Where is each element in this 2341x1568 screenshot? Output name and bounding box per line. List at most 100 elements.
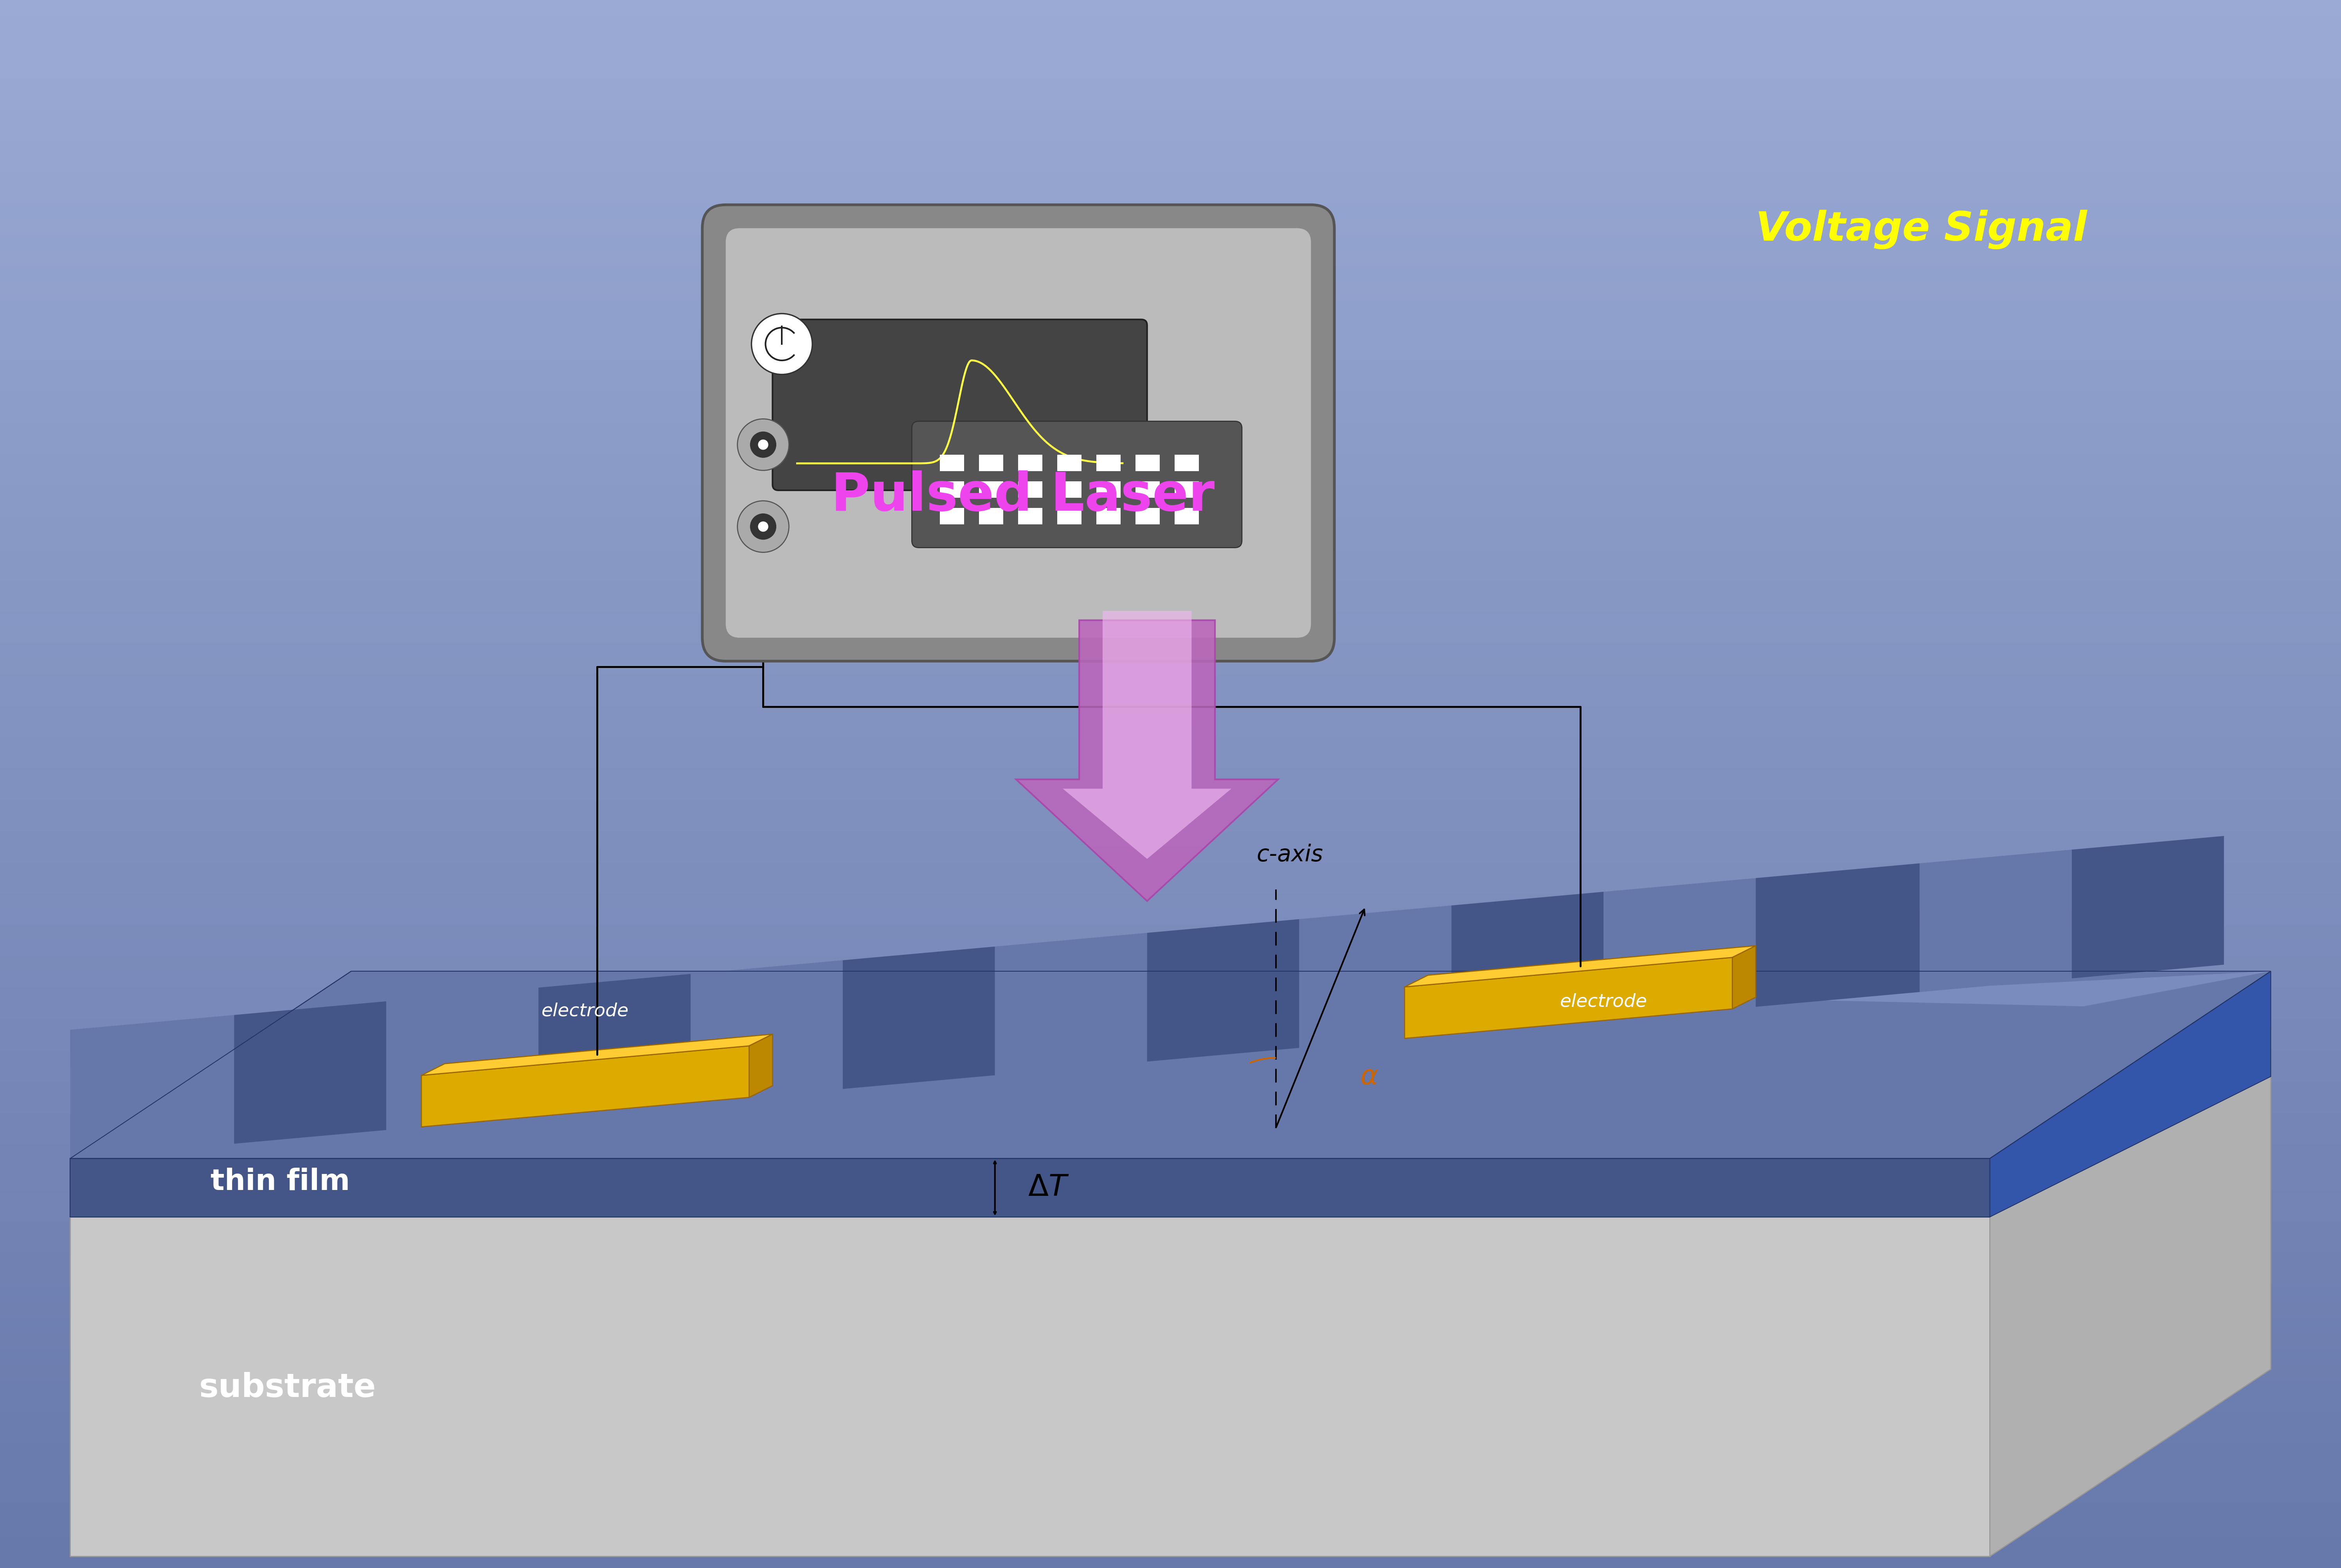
Bar bbox=[0, 721, 2341, 737]
Bar bbox=[0, 1035, 2341, 1051]
Text: thin film: thin film bbox=[211, 1168, 351, 1196]
Bar bbox=[0, 314, 2341, 329]
Bar bbox=[1135, 508, 1159, 524]
Bar bbox=[0, 972, 2341, 988]
Polygon shape bbox=[691, 960, 843, 1102]
Bar bbox=[0, 502, 2341, 517]
Bar bbox=[0, 831, 2341, 847]
Bar bbox=[0, 1223, 2341, 1239]
Polygon shape bbox=[70, 1030, 2271, 1217]
Bar bbox=[0, 1004, 2341, 1019]
Bar bbox=[0, 580, 2341, 596]
Bar bbox=[0, 627, 2341, 643]
Bar bbox=[0, 1254, 2341, 1270]
Bar bbox=[0, 267, 2341, 282]
Text: Voltage Signal: Voltage Signal bbox=[1756, 210, 2088, 249]
Bar bbox=[0, 282, 2341, 298]
Bar bbox=[0, 408, 2341, 423]
Bar bbox=[0, 1113, 2341, 1129]
FancyBboxPatch shape bbox=[702, 205, 1334, 662]
Bar bbox=[0, 878, 2341, 894]
Polygon shape bbox=[749, 1035, 773, 1098]
Circle shape bbox=[749, 514, 777, 539]
Bar bbox=[0, 1474, 2341, 1490]
Polygon shape bbox=[421, 1046, 749, 1127]
Bar bbox=[0, 862, 2341, 878]
Bar bbox=[0, 1301, 2341, 1317]
Bar bbox=[0, 1129, 2341, 1145]
Bar bbox=[0, 1066, 2341, 1082]
Bar bbox=[0, 141, 2341, 157]
Bar bbox=[0, 847, 2341, 862]
Polygon shape bbox=[1299, 905, 1451, 1047]
Bar bbox=[0, 361, 2341, 376]
Polygon shape bbox=[421, 1035, 773, 1076]
Polygon shape bbox=[70, 971, 2271, 1159]
Bar bbox=[0, 517, 2341, 533]
Bar bbox=[0, 1505, 2341, 1521]
Bar bbox=[0, 800, 2341, 815]
Bar bbox=[0, 1443, 2341, 1458]
Bar bbox=[0, 1458, 2341, 1474]
Bar bbox=[0, 376, 2341, 392]
Polygon shape bbox=[70, 1217, 1990, 1557]
Polygon shape bbox=[1990, 971, 2271, 1217]
Circle shape bbox=[737, 500, 789, 552]
Polygon shape bbox=[2072, 836, 2224, 978]
Bar bbox=[1175, 481, 1199, 497]
Bar bbox=[1058, 508, 1082, 524]
Bar bbox=[0, 110, 2341, 125]
Bar bbox=[0, 753, 2341, 768]
Bar bbox=[0, 1239, 2341, 1254]
Polygon shape bbox=[995, 933, 1147, 1076]
Bar bbox=[0, 988, 2341, 1004]
Polygon shape bbox=[1016, 621, 1278, 902]
Bar bbox=[0, 220, 2341, 235]
Bar bbox=[0, 1537, 2341, 1552]
Bar bbox=[0, 564, 2341, 580]
Bar bbox=[1018, 508, 1042, 524]
Bar bbox=[0, 1207, 2341, 1223]
Bar bbox=[0, 737, 2341, 753]
Bar bbox=[0, 1552, 2341, 1568]
Circle shape bbox=[758, 439, 768, 450]
Bar bbox=[0, 235, 2341, 251]
Bar bbox=[0, 894, 2341, 909]
Bar bbox=[941, 508, 964, 524]
Polygon shape bbox=[70, 1159, 1990, 1217]
Bar bbox=[0, 690, 2341, 706]
Bar bbox=[0, 1333, 2341, 1348]
Polygon shape bbox=[1732, 946, 1756, 1008]
Bar bbox=[0, 329, 2341, 345]
Bar bbox=[0, 204, 2341, 220]
Bar bbox=[0, 63, 2341, 78]
Bar bbox=[0, 674, 2341, 690]
Polygon shape bbox=[1990, 1030, 2271, 1557]
Polygon shape bbox=[234, 1002, 386, 1143]
Bar bbox=[1175, 455, 1199, 470]
Bar bbox=[0, 455, 2341, 470]
Bar bbox=[0, 1490, 2341, 1505]
Bar bbox=[0, 1051, 2341, 1066]
Polygon shape bbox=[1451, 892, 1604, 1035]
Bar bbox=[0, 172, 2341, 188]
Bar bbox=[0, 1286, 2341, 1301]
Bar bbox=[0, 1098, 2341, 1113]
Text: Pulsed Laser: Pulsed Laser bbox=[831, 470, 1215, 522]
Bar bbox=[0, 706, 2341, 721]
Bar bbox=[0, 1411, 2341, 1427]
Bar bbox=[0, 596, 2341, 612]
Bar bbox=[1018, 481, 1042, 497]
Bar bbox=[0, 94, 2341, 110]
Polygon shape bbox=[386, 988, 538, 1131]
Bar bbox=[0, 16, 2341, 31]
Polygon shape bbox=[843, 947, 995, 1088]
Bar bbox=[0, 784, 2341, 800]
Bar bbox=[0, 1160, 2341, 1176]
Bar bbox=[1135, 455, 1159, 470]
Polygon shape bbox=[1920, 850, 2072, 993]
Bar bbox=[0, 392, 2341, 408]
Bar bbox=[0, 612, 2341, 627]
FancyBboxPatch shape bbox=[726, 229, 1311, 638]
Bar bbox=[1175, 508, 1199, 524]
